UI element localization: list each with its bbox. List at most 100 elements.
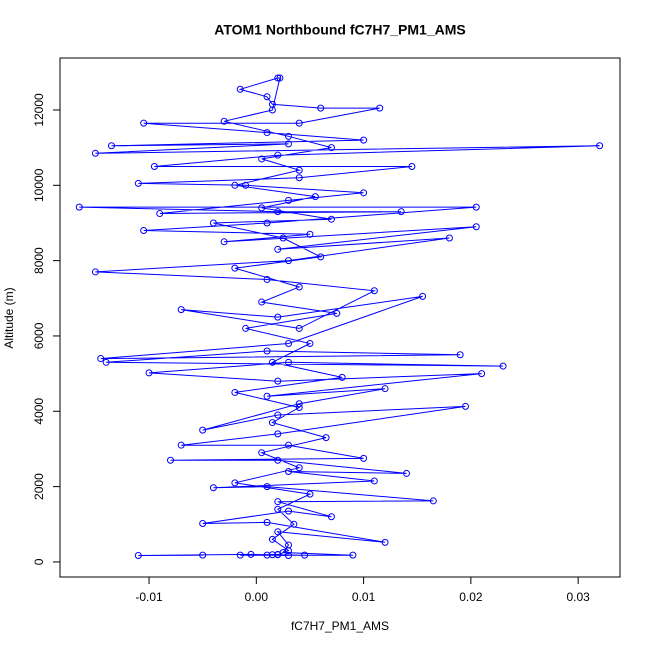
data-point (274, 551, 282, 559)
x-tick-label: -0.01 (135, 590, 163, 604)
data-point (258, 204, 266, 212)
y-tick-label: 2000 (32, 473, 46, 500)
data-point (360, 189, 368, 197)
data-point (91, 149, 99, 157)
data-point (263, 518, 271, 526)
data-point (295, 404, 303, 412)
data-point (285, 196, 293, 204)
data-point (295, 400, 303, 408)
data-point (295, 119, 303, 127)
data-point (274, 313, 282, 321)
data-point (263, 483, 271, 491)
data-point (333, 309, 341, 317)
data-point (231, 181, 239, 189)
data-point (285, 339, 293, 347)
plot-frame (59, 57, 621, 578)
data-point (285, 140, 293, 148)
data-point (102, 358, 110, 366)
data-point (360, 136, 368, 144)
data-point (199, 426, 207, 434)
data-point (381, 385, 389, 393)
data-point (317, 104, 325, 112)
data-point (419, 292, 427, 300)
data-point (274, 430, 282, 438)
data-point (263, 275, 271, 283)
data-point (285, 132, 293, 140)
data-point (456, 351, 464, 359)
data-point (145, 369, 153, 377)
data-point (322, 434, 330, 442)
data-point (360, 454, 368, 462)
data-point (408, 162, 416, 170)
chart-title: ATOM1 Northbound fC7H7_PM1_AMS (214, 22, 466, 38)
data-point (258, 155, 266, 163)
y-tick-label: 12000 (32, 93, 46, 127)
data-point (376, 104, 384, 112)
data-point (290, 520, 298, 528)
data-point (166, 456, 174, 464)
data-point (429, 497, 437, 505)
data-point (274, 245, 282, 253)
data-point (327, 215, 335, 223)
data-point (472, 223, 480, 231)
data-point (311, 193, 319, 201)
data-point (295, 324, 303, 332)
data-point (274, 411, 282, 419)
x-tick-label: 0.00 (245, 590, 269, 604)
data-point (107, 142, 115, 150)
data-point (75, 203, 83, 211)
data-point (263, 392, 271, 400)
data-point (274, 208, 282, 216)
data-point (91, 268, 99, 276)
y-axis-label: Altitude (m) (2, 287, 16, 348)
data-point (199, 520, 207, 528)
data-point (134, 179, 142, 187)
data-point (279, 234, 287, 242)
data-point (274, 456, 282, 464)
data-point (177, 306, 185, 314)
data-point (349, 551, 357, 559)
data-point (209, 484, 217, 492)
data-point (274, 74, 282, 82)
data-point (274, 505, 282, 513)
data-point (445, 234, 453, 242)
data-point (285, 507, 293, 515)
data-point (306, 490, 314, 498)
data-point (263, 129, 271, 137)
data-point (236, 85, 244, 93)
data-point (295, 464, 303, 472)
data-point (327, 513, 335, 521)
data-point (263, 93, 271, 101)
data-point (220, 117, 228, 125)
data-point (285, 358, 293, 366)
data-point (231, 264, 239, 272)
data-point (285, 468, 293, 476)
data-point (295, 174, 303, 182)
x-tick-label: 0.01 (352, 590, 376, 604)
y-tick-label: 8000 (32, 247, 46, 274)
data-point (295, 166, 303, 174)
data-point (285, 257, 293, 265)
data-line (79, 77, 600, 556)
data-point (263, 551, 271, 559)
data-point (381, 538, 389, 546)
data-point (263, 347, 271, 355)
data-point (268, 551, 276, 559)
data-point (338, 373, 346, 381)
data-point (231, 388, 239, 396)
data-point (478, 370, 486, 378)
x-tick-label: 0.02 (459, 590, 483, 604)
data-point (268, 535, 276, 543)
data-point (306, 339, 314, 347)
data-point (268, 419, 276, 427)
y-tick-label: 10000 (32, 168, 46, 202)
data-point (199, 551, 207, 559)
data-point (231, 479, 239, 487)
data-point (596, 142, 604, 150)
data-point (140, 119, 148, 127)
data-point (285, 552, 293, 560)
data-point (306, 230, 314, 238)
data-point (274, 151, 282, 159)
data-point (285, 547, 293, 555)
